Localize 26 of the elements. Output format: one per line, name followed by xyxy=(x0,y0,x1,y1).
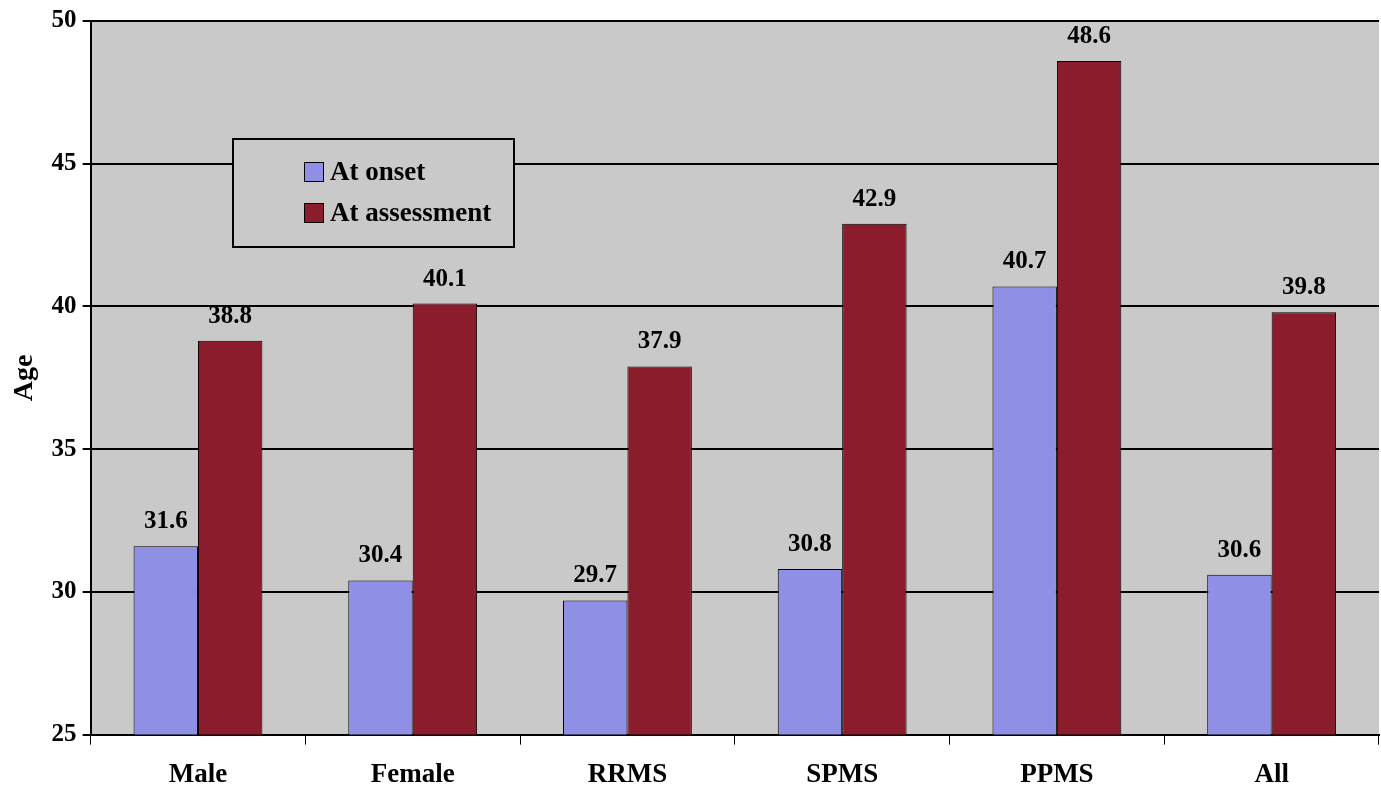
x-tick-label: All xyxy=(1254,757,1290,788)
y-tick-label: 25 xyxy=(51,719,77,747)
data-label: 30.8 xyxy=(788,529,832,556)
x-tick-label: PPMS xyxy=(1020,757,1094,788)
x-tick-label: RRMS xyxy=(587,757,668,788)
x-tick-label: Male xyxy=(168,757,228,788)
legend-label: At assessment xyxy=(330,197,492,228)
y-tick-label: 45 xyxy=(51,148,77,176)
data-label: 37.9 xyxy=(637,326,682,354)
data-label: 30.6 xyxy=(1217,534,1262,562)
y-tick-label: 35 xyxy=(51,433,77,461)
x-tick-label: Female xyxy=(370,757,455,788)
y-tick-label: 30 xyxy=(51,576,77,604)
data-label: 42.9 xyxy=(852,183,897,211)
data-label: 48.6 xyxy=(1067,20,1111,48)
legend-label: At onset xyxy=(330,156,426,187)
data-label: 40.1 xyxy=(423,263,467,291)
data-label: 31.6 xyxy=(143,506,188,534)
y-tick-label: 50 xyxy=(51,5,77,33)
data-label: 39.8 xyxy=(1281,272,1326,300)
y-axis-title: Age xyxy=(7,354,39,402)
data-label: 29.7 xyxy=(573,560,618,588)
y-tick-label: 40 xyxy=(51,290,77,318)
data-label: 40.7 xyxy=(1002,246,1047,274)
x-tick-label: SPMS xyxy=(806,757,879,788)
data-label: 30.4 xyxy=(358,540,403,568)
